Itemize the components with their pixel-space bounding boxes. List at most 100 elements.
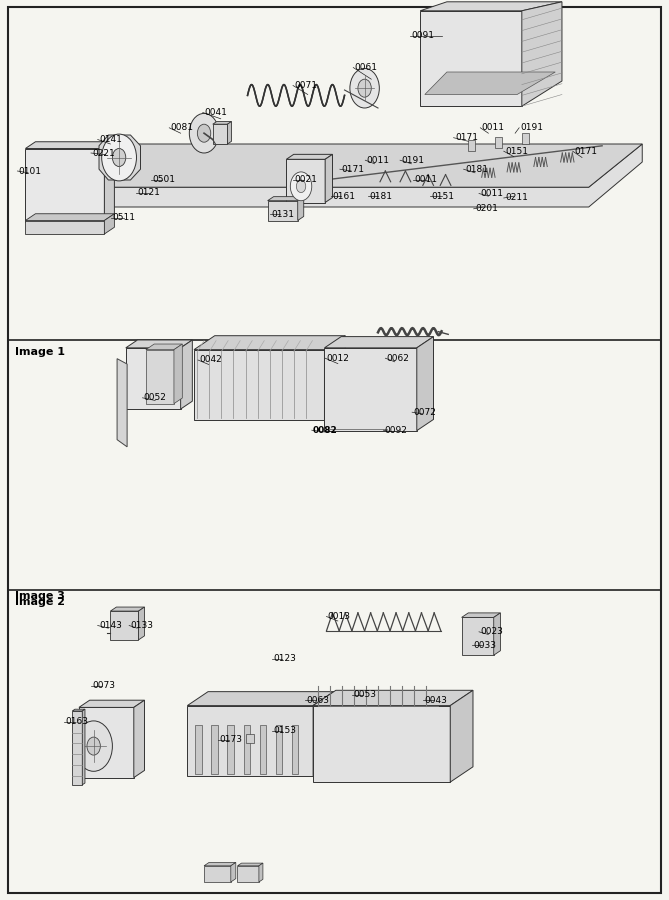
Polygon shape [25,214,114,220]
Text: 0062: 0062 [387,354,409,363]
Polygon shape [174,344,182,403]
Text: 0082: 0082 [313,426,338,435]
Text: 0081: 0081 [171,123,193,132]
Polygon shape [25,220,104,234]
Bar [495,137,502,148]
Polygon shape [313,706,450,782]
Text: 0021: 0021 [294,176,317,184]
Polygon shape [227,725,234,774]
Polygon shape [41,144,642,207]
Polygon shape [146,350,174,403]
Text: 0173: 0173 [219,735,242,744]
Text: 0211: 0211 [505,194,528,202]
Polygon shape [138,607,145,640]
Text: 0041: 0041 [204,108,227,117]
Text: 0221: 0221 [92,148,115,157]
Text: 0151: 0151 [432,192,454,201]
Text: 0072: 0072 [413,408,436,417]
Polygon shape [237,866,259,882]
Polygon shape [72,711,82,785]
Polygon shape [494,613,500,655]
Polygon shape [420,2,562,11]
Polygon shape [126,340,193,348]
Text: 0052: 0052 [144,393,167,402]
Text: 0151: 0151 [505,147,528,156]
Polygon shape [204,862,235,866]
Text: 0011: 0011 [480,189,503,198]
Text: 0033: 0033 [474,641,496,650]
Text: 0181: 0181 [369,192,392,201]
Polygon shape [237,863,263,866]
Text: Image 2: Image 2 [15,597,65,607]
Polygon shape [25,142,114,148]
Polygon shape [276,725,282,774]
Circle shape [112,148,126,166]
Polygon shape [82,709,85,785]
Polygon shape [420,11,522,106]
Polygon shape [325,155,332,202]
Polygon shape [522,2,562,106]
Polygon shape [41,144,642,187]
Text: 0043: 0043 [425,696,448,705]
Text: 0011: 0011 [482,123,504,132]
Polygon shape [117,359,127,447]
Polygon shape [211,725,218,774]
Circle shape [197,124,211,142]
Text: 0091: 0091 [411,32,434,40]
Circle shape [296,180,306,193]
Text: 0061: 0061 [355,63,377,72]
Polygon shape [231,862,235,882]
Text: 0012: 0012 [326,354,349,363]
Bar [246,734,254,743]
Polygon shape [313,691,334,776]
Polygon shape [313,690,473,706]
Text: 0501: 0501 [153,176,175,184]
Text: 0153: 0153 [273,726,296,735]
Circle shape [350,68,379,108]
Polygon shape [268,201,298,220]
Polygon shape [187,706,313,776]
Bar [468,140,475,151]
Polygon shape [25,148,104,222]
Polygon shape [268,197,304,201]
Polygon shape [79,700,145,707]
Polygon shape [324,336,345,419]
Text: 0191: 0191 [401,156,424,165]
Text: 0511: 0511 [112,213,135,222]
Text: 0171: 0171 [574,147,597,156]
Text: 0133: 0133 [130,621,153,630]
Text: 0163: 0163 [66,717,88,726]
Polygon shape [187,691,334,706]
Text: 0131: 0131 [271,210,294,219]
Text: 0201: 0201 [475,204,498,213]
Polygon shape [72,709,85,711]
Text: 0121: 0121 [137,188,160,197]
Polygon shape [417,337,434,431]
Polygon shape [260,725,266,774]
Polygon shape [286,155,332,159]
Polygon shape [292,725,298,774]
Polygon shape [181,340,193,409]
Polygon shape [204,866,231,882]
Circle shape [358,79,371,97]
Text: 0141: 0141 [99,135,122,144]
Polygon shape [259,863,263,882]
Text: 0092: 0092 [385,426,407,435]
Text: 0042: 0042 [199,356,222,364]
Polygon shape [126,348,181,409]
Text: 0073: 0073 [92,681,115,690]
Polygon shape [110,611,138,640]
Circle shape [87,737,100,755]
Circle shape [290,172,312,201]
Polygon shape [298,197,304,220]
Polygon shape [244,725,250,774]
Polygon shape [462,617,494,655]
Text: 0011: 0011 [367,156,389,165]
Text: 0071: 0071 [294,81,317,90]
Text: 0181: 0181 [465,165,488,174]
Circle shape [189,113,219,153]
Text: 0053: 0053 [353,690,376,699]
Text: Image 1: Image 1 [15,347,65,357]
Polygon shape [104,214,114,234]
Text: 0143: 0143 [99,621,122,630]
